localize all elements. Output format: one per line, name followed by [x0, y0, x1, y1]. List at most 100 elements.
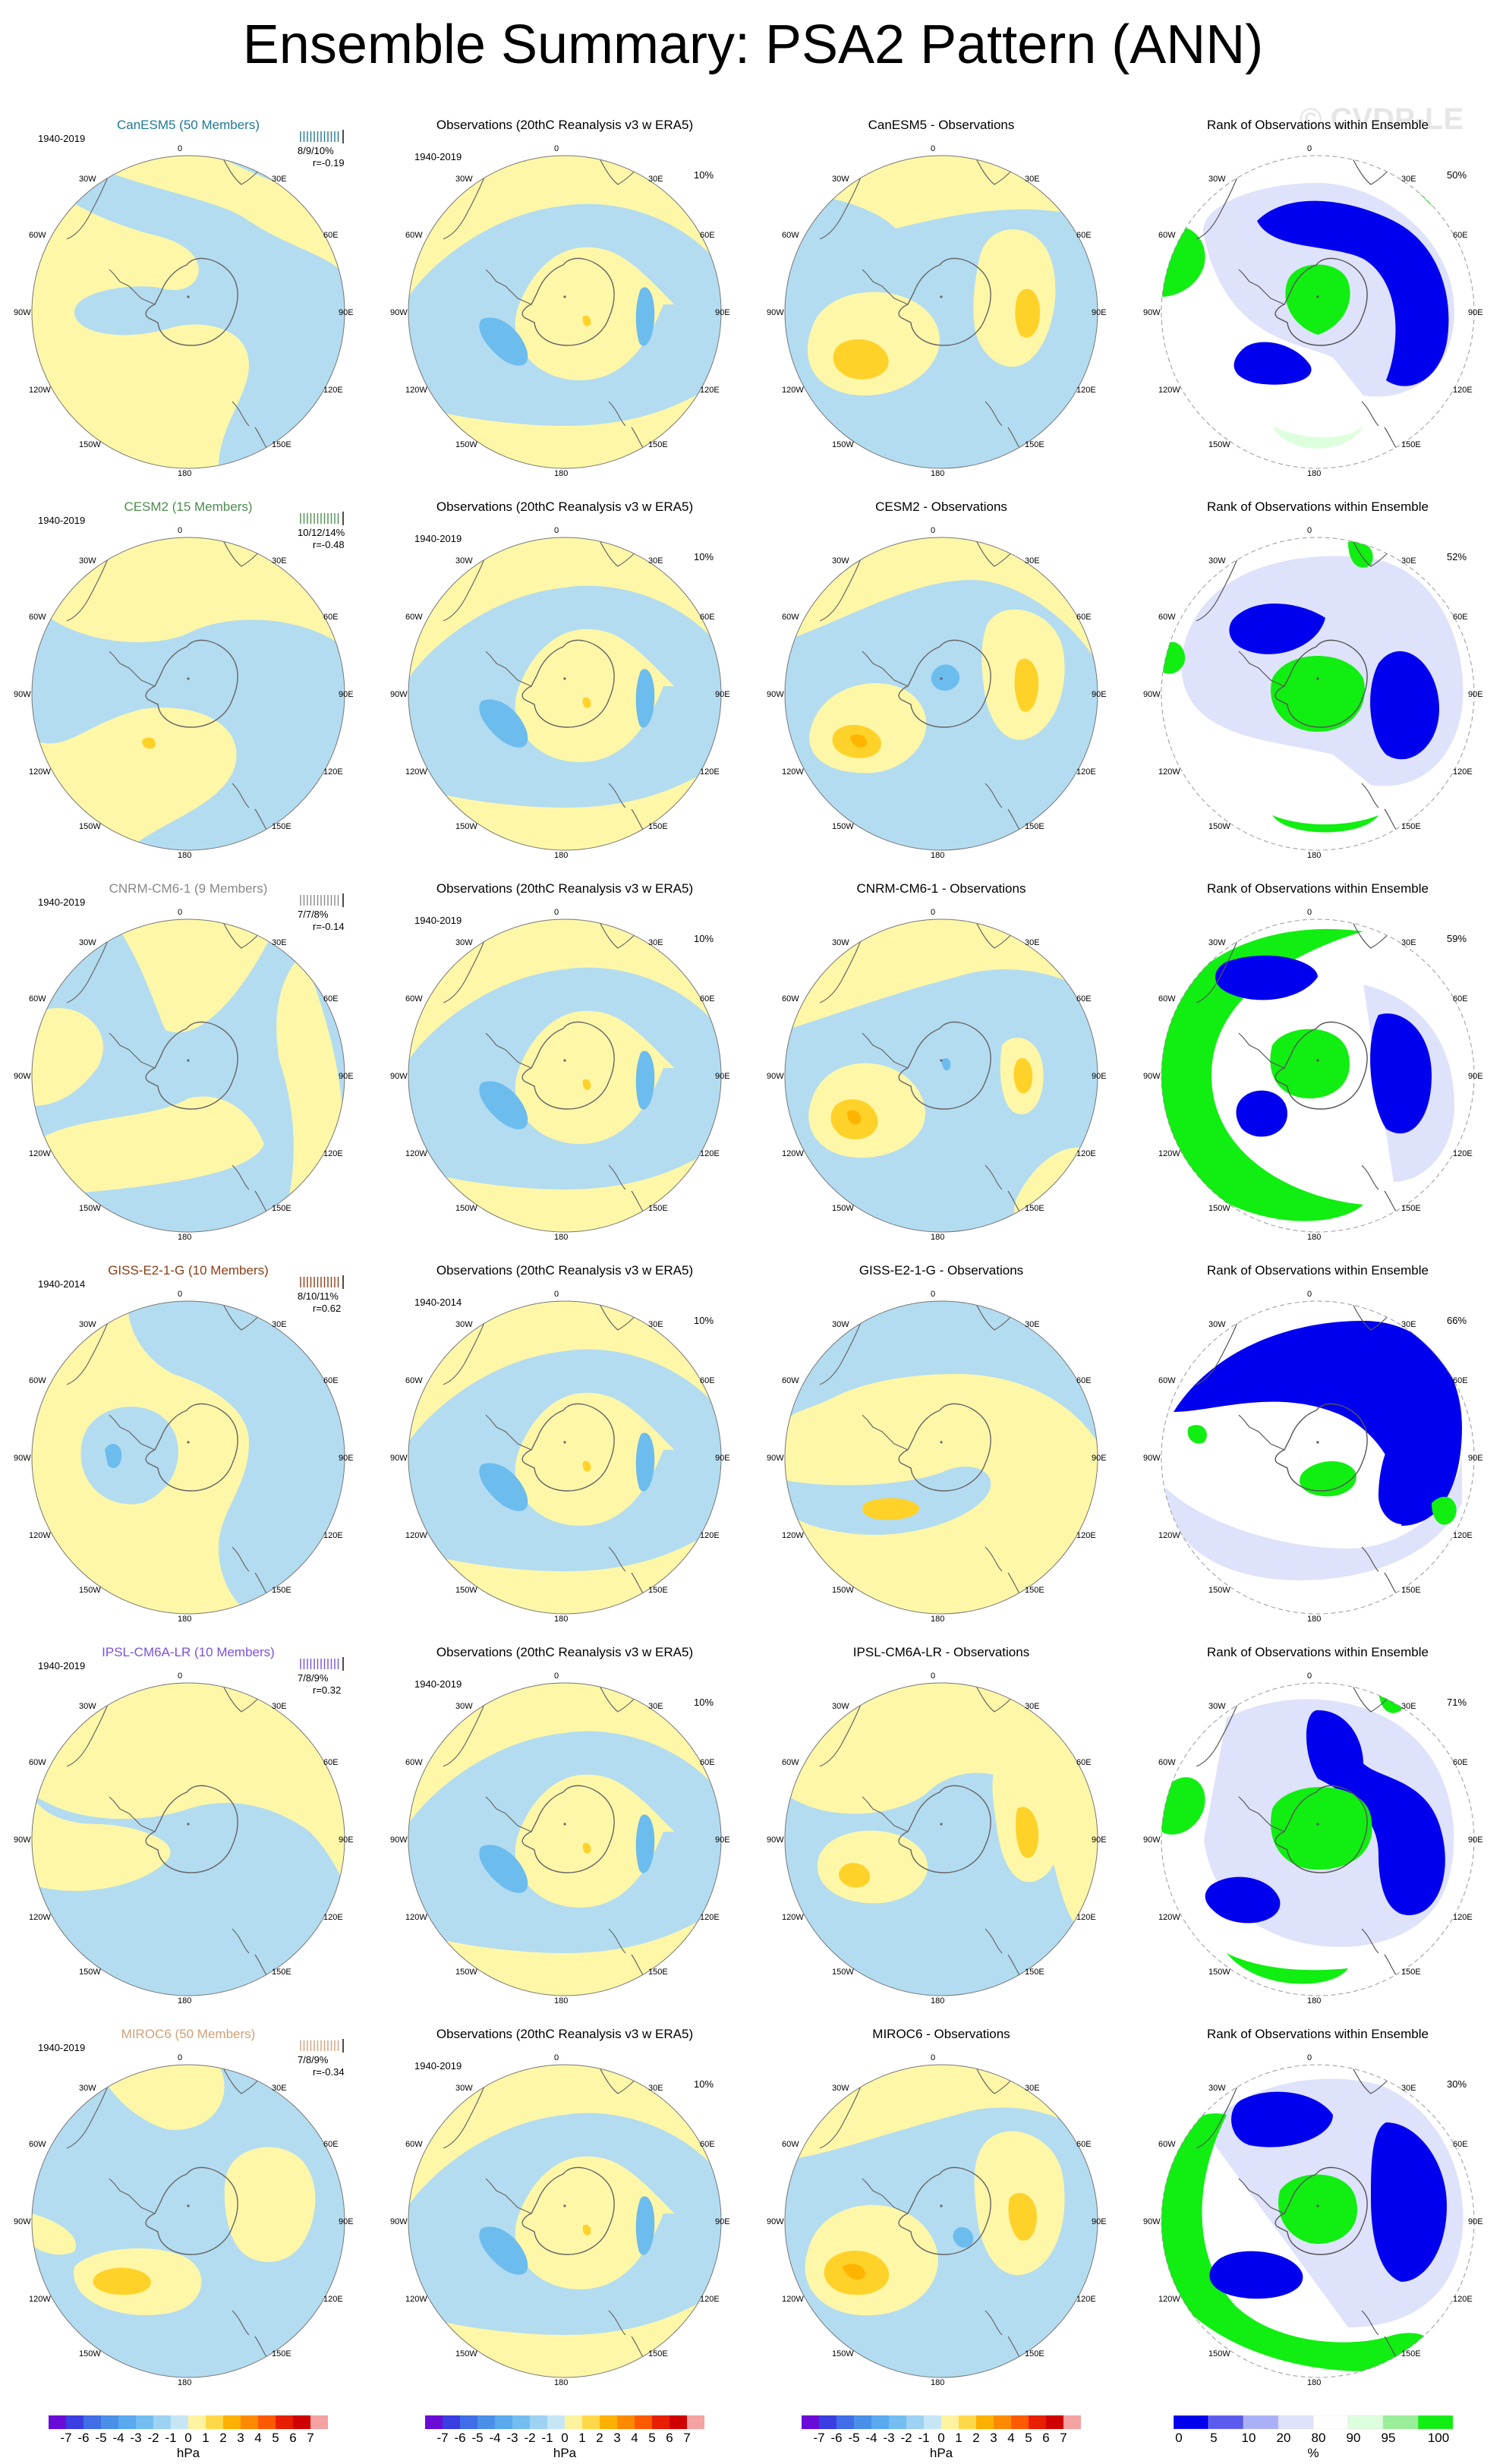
hpa-colorbar: -7 -6 -5 -4 -3 -2 -1 0 1 2 3 4 5 6 7 hPa: [802, 2415, 1082, 2461]
lon-label-90w: 90W: [1143, 2217, 1161, 2226]
colorbar-swatch: [443, 2415, 461, 2429]
period-label: 1940-2019: [38, 1660, 86, 1672]
period-label: 1940-2019: [38, 896, 86, 908]
lon-label-30e: 30E: [272, 938, 287, 947]
obs-panel: Observations (20thC Reanalysis v3 w ERA5…: [376, 499, 753, 882]
lon-label-90w: 90W: [390, 308, 408, 317]
colorbar-swatches: [49, 2415, 329, 2429]
lon-label-60w: 60W: [29, 2140, 46, 2149]
lon-label-90w: 90W: [390, 690, 408, 699]
lon-label-90w: 90W: [767, 1454, 784, 1463]
lon-label-60e: 60E: [323, 1376, 339, 1385]
colorbar-tick-label: 100: [1427, 2431, 1450, 2445]
lon-label-60w: 60W: [405, 613, 423, 622]
lon-label-120w: 120W: [782, 1149, 804, 1158]
lon-label-60w: 60W: [29, 1376, 46, 1385]
colorbar-swatch: [495, 2415, 513, 2429]
lon-label-60w: 60W: [782, 1758, 799, 1767]
diff-title: MIROC6 - Observations: [872, 2027, 1010, 2041]
lon-label-0: 0: [178, 1290, 183, 1299]
diff-panel: CanESM5 - Observations 0 30E 60E 90E 120E 150E…: [753, 118, 1130, 500]
lon-label-0: 0: [1307, 908, 1312, 917]
lon-label-90w: 90W: [1143, 308, 1161, 317]
lon-label-180: 180: [178, 851, 192, 860]
lon-label-150e: 150E: [1401, 2349, 1421, 2358]
diff-map: [784, 1682, 1098, 1996]
rank-percent: 59%: [1447, 933, 1467, 944]
colorbar-tick-label: 7: [683, 2431, 691, 2445]
rank-panel: Rank of Observations within Ensemble 52% 0…: [1130, 499, 1506, 882]
lon-label-150e: 150E: [1401, 822, 1421, 831]
obs-map: [408, 2064, 722, 2378]
lon-label-60e: 60E: [1453, 994, 1468, 1004]
stats-label: 8/10/11%: [298, 1290, 339, 1302]
lon-label-30w: 30W: [79, 938, 96, 947]
colorbar-swatch: [1011, 2415, 1029, 2429]
diff-title: CNRM-CM6-1 - Observations: [856, 881, 1026, 896]
lon-label-180: 180: [1307, 851, 1322, 860]
lon-label-0: 0: [178, 908, 183, 917]
rank-percent: 66%: [1447, 1315, 1467, 1326]
lon-label-150e: 150E: [272, 440, 291, 449]
colorbar-swatch: [635, 2415, 653, 2429]
stats-label: 7/7/8%: [298, 909, 329, 920]
lon-label-180: 180: [1307, 2378, 1322, 2387]
colorbar-swatch: [293, 2415, 311, 2429]
lon-label-180: 180: [1307, 1233, 1322, 1242]
colorbar-swatch: [959, 2415, 977, 2429]
hpa-colorbar: -7 -6 -5 -4 -3 -2 -1 0 1 2 3 4 5 6 7 hPa: [425, 2415, 705, 2461]
lon-label-30e: 30E: [1401, 938, 1416, 947]
lon-label-120w: 120W: [405, 386, 427, 395]
colorbar-tick-label: 4: [631, 2431, 638, 2445]
lon-label-60e: 60E: [323, 1758, 339, 1767]
lon-label-60e: 60E: [1076, 231, 1092, 240]
lon-label-180: 180: [178, 1996, 192, 2006]
obs-title: Observations (20thC Reanalysis v3 w ERA5…: [436, 499, 694, 514]
lon-label-120w: 120W: [782, 2295, 804, 2304]
lon-label-120w: 120W: [1158, 1913, 1180, 1922]
lon-label-60w: 60W: [1158, 1376, 1176, 1385]
lon-label-120e: 120E: [323, 1149, 343, 1158]
lon-label-60e: 60E: [700, 994, 715, 1004]
lon-label-90e: 90E: [715, 1454, 730, 1463]
colorbar-tick-label: 1: [955, 2431, 963, 2445]
lon-label-90w: 90W: [14, 1072, 31, 1081]
colorbar-swatch: [1417, 2415, 1454, 2430]
lon-label-180: 180: [1307, 469, 1322, 478]
diff-title: GISS-E2-1-G - Observations: [859, 1263, 1024, 1278]
lon-label-90w: 90W: [1143, 1072, 1161, 1081]
lon-label-90w: 90W: [390, 2217, 408, 2226]
lon-label-90e: 90E: [1468, 1454, 1483, 1463]
lon-label-0: 0: [1307, 2053, 1312, 2062]
lon-label-120w: 120W: [782, 1531, 804, 1540]
obs-panel: Observations (20thC Reanalysis v3 w ERA5…: [376, 2027, 753, 2409]
lon-label-180: 180: [931, 1233, 945, 1242]
colorbar-tick-label: 7: [307, 2431, 314, 2445]
lon-label-120e: 120E: [1076, 2295, 1096, 2304]
colorbar-tick-label: -6: [77, 2431, 90, 2445]
lon-label-120w: 120W: [405, 1149, 427, 1158]
lon-label-30w: 30W: [455, 1320, 473, 1329]
lon-label-120w: 120W: [1158, 1149, 1180, 1158]
member-ticks: [300, 2039, 344, 2053]
lon-label-180: 180: [178, 1615, 192, 1624]
lon-label-150w: 150W: [832, 2349, 854, 2358]
lon-label-90w: 90W: [390, 1454, 408, 1463]
correlation-label: r=0.32: [313, 1684, 342, 1696]
colorbar-swatch: [1243, 2415, 1279, 2430]
lon-label-30w: 30W: [832, 1702, 849, 1711]
lon-label-90w: 90W: [14, 308, 31, 317]
lon-label-0: 0: [178, 526, 183, 535]
colorbar-tick-label: -7: [60, 2431, 72, 2445]
lon-label-60w: 60W: [405, 1758, 423, 1767]
lon-label-60e: 60E: [1453, 613, 1468, 622]
colorbar-swatch: [1347, 2415, 1384, 2430]
obs-map: [408, 918, 722, 1233]
rank-panel: Rank of Observations within Ensemble 66% 0…: [1130, 1263, 1506, 1646]
rank-percent: 30%: [1447, 2078, 1467, 2090]
lon-label-90w: 90W: [767, 308, 784, 317]
lon-label-30e: 30E: [1401, 1702, 1416, 1711]
period-label: 1940-2019: [414, 915, 462, 926]
colorbar-swatch: [652, 2415, 670, 2429]
colorbar-swatch: [802, 2415, 820, 2429]
